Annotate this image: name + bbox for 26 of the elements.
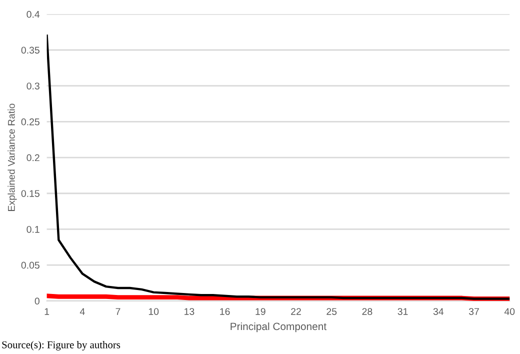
x-tick-label: 4: [80, 308, 85, 315]
x-tick-label: 7: [116, 308, 120, 315]
source-note: Source(s): Figure by authors: [2, 340, 120, 350]
y-tick-label: 0.1: [26, 226, 40, 233]
x-tick-label: 22: [291, 308, 301, 315]
x-tick-label: 16: [220, 308, 230, 315]
y-tick-label: 0.3: [26, 82, 40, 90]
x-tick-label: 31: [398, 308, 408, 315]
x-tick-label: 28: [362, 308, 372, 315]
x-tick-label: 13: [184, 308, 194, 315]
y-axis-title: Explained Variance Ratio: [8, 104, 17, 211]
x-tick-label: 19: [256, 308, 266, 315]
x-tick-label: 37: [468, 308, 479, 315]
y-tick-label: 0.05: [21, 262, 40, 269]
x-tick-label: 1: [44, 308, 50, 315]
x-tick-label: 25: [326, 308, 337, 315]
x-tick-label: 40: [504, 308, 515, 315]
x-axis-title: Principal Component: [230, 322, 326, 332]
y-tick-label: 0: [34, 298, 40, 305]
y-tick-label: 0.35: [21, 46, 40, 54]
x-tick-label: 34: [433, 308, 444, 315]
y-tick-label: 0.15: [21, 190, 40, 197]
x-tick-label: 10: [148, 308, 159, 315]
y-tick-label: 0.2: [26, 154, 40, 162]
y-tick-label: 0.25: [21, 118, 40, 126]
y-tick-label: 0.4: [26, 10, 40, 18]
